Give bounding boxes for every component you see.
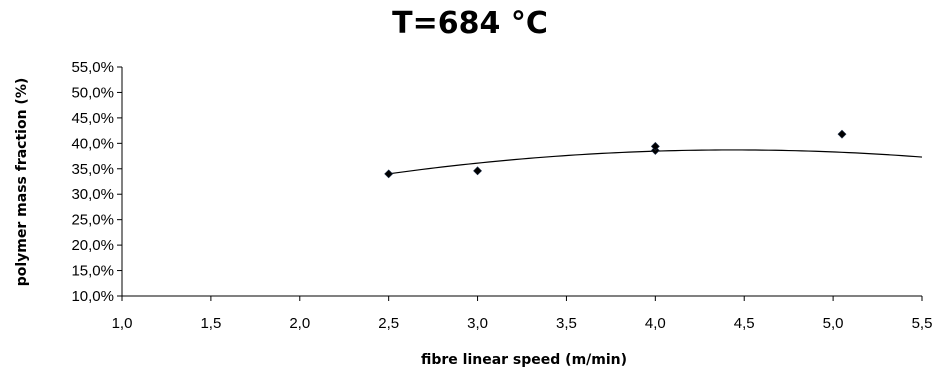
x-axis-title: fibre linear speed (m/min) — [421, 352, 627, 368]
y-tick-label: 30,0% — [71, 186, 114, 203]
data-point — [837, 129, 847, 139]
x-tick-label: 2,0 — [289, 315, 310, 332]
y-tick-label: 45,0% — [71, 110, 114, 127]
x-tick-label: 4,5 — [734, 315, 755, 332]
data-point — [650, 141, 660, 151]
x-tick-label: 3,5 — [556, 315, 577, 332]
y-axis-title-group: polymer mass fraction (%) — [14, 78, 30, 287]
y-tick-label: 20,0% — [71, 237, 114, 254]
y-tick-label: 40,0% — [71, 135, 114, 152]
x-tick-label: 1,5 — [200, 315, 221, 332]
x-tick-label: 1,0 — [112, 315, 133, 332]
data-point — [384, 169, 394, 179]
y-tick-label: 10,0% — [71, 288, 114, 305]
y-tick-label: 15,0% — [71, 263, 114, 280]
x-tick-label: 5,0 — [823, 315, 844, 332]
axes: 1,0 1,5 2,0 2,5 3,0 3,5 4,0 4,5 5,0 5,5 10,0% 15,0%… — [71, 59, 932, 332]
y-tick-label: 55,0% — [71, 59, 114, 76]
data-point — [473, 166, 482, 176]
chart-title: T=684 °C — [392, 6, 548, 41]
data-points — [384, 129, 847, 179]
x-tick-label: 5,5 — [912, 315, 933, 332]
x-tick-label: 4,0 — [645, 315, 666, 332]
y-axis-title: polymer mass fraction (%) — [14, 78, 30, 287]
y-tick-label: 35,0% — [71, 161, 114, 178]
y-tick-label: 50,0% — [71, 84, 114, 101]
y-tick-label: 25,0% — [71, 212, 114, 229]
x-tick-label: 2,5 — [378, 315, 399, 332]
x-tick-label: 3,0 — [467, 315, 488, 332]
